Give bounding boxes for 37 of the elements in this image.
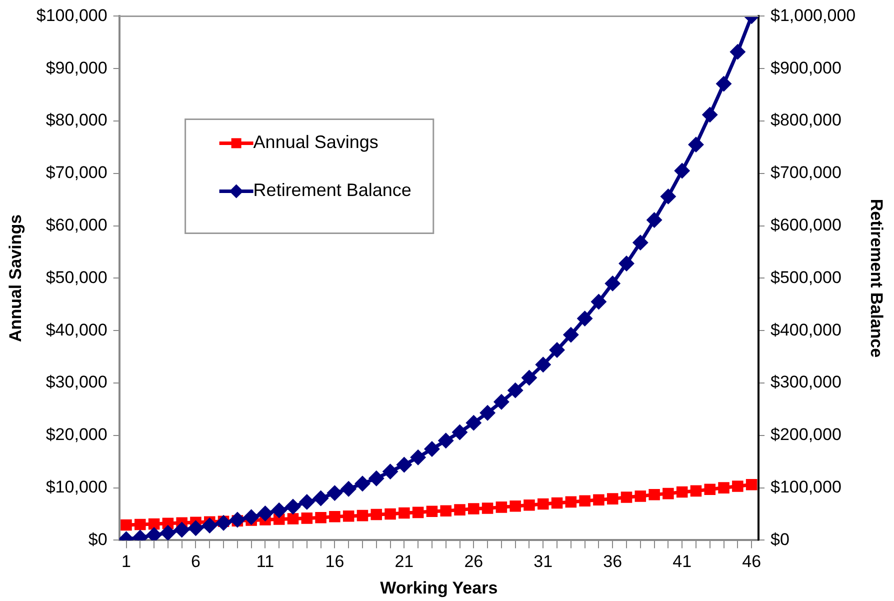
y-tick-label: $90,000	[46, 58, 108, 78]
y-tick-label: $20,000	[46, 425, 108, 444]
x-axis-title: Working Years	[380, 578, 498, 598]
x-tick-label: 1	[122, 552, 131, 572]
y2-tick-label: $300,000	[770, 372, 842, 392]
y-tick-label: $60,000	[46, 215, 108, 234]
y2-tick-label: $100,000	[770, 477, 842, 496]
x-tick-label: 31	[534, 552, 553, 572]
x-tick-label: 26	[464, 552, 484, 572]
x-tick-label: 16	[325, 552, 344, 572]
y-tick-label: $80,000	[46, 110, 108, 130]
y-tick-label: $10,000	[46, 477, 108, 496]
y-axis-title: Annual Savings	[6, 214, 25, 342]
y-tick-label: $50,000	[46, 268, 108, 287]
y2-tick-label: $200,000	[770, 425, 842, 444]
y2-tick-label: $700,000	[770, 163, 842, 182]
y-tick-label: $100,000	[36, 6, 108, 25]
y-tick-label: $30,000	[46, 372, 108, 392]
y2-tick-label: $800,000	[770, 110, 842, 130]
y2-axis-title: Retirement Balance	[867, 198, 886, 358]
y-tick-label: $40,000	[46, 320, 108, 340]
y2-tick-label: $1,000,000	[770, 6, 856, 25]
x-tick-label: 41	[672, 552, 692, 572]
y-tick-label: $70,000	[46, 163, 108, 182]
y2-tick-label: $0	[770, 530, 790, 549]
x-tick-label: 6	[191, 552, 200, 572]
y2-tick-label: $600,000	[770, 215, 842, 234]
y2-tick-label: $400,000	[770, 320, 842, 340]
legend-label: Retirement Balance	[253, 180, 412, 200]
x-tick-label: 11	[256, 552, 274, 572]
legend-label: Annual Savings	[253, 132, 378, 152]
x-tick-label: 21	[394, 552, 414, 572]
y2-tick-label: $900,000	[770, 58, 842, 78]
y2-tick-label: $500,000	[770, 268, 842, 287]
y-tick-label: $0	[88, 530, 108, 549]
x-tick-label: 36	[603, 552, 622, 572]
x-tick-label: 46	[742, 552, 762, 572]
